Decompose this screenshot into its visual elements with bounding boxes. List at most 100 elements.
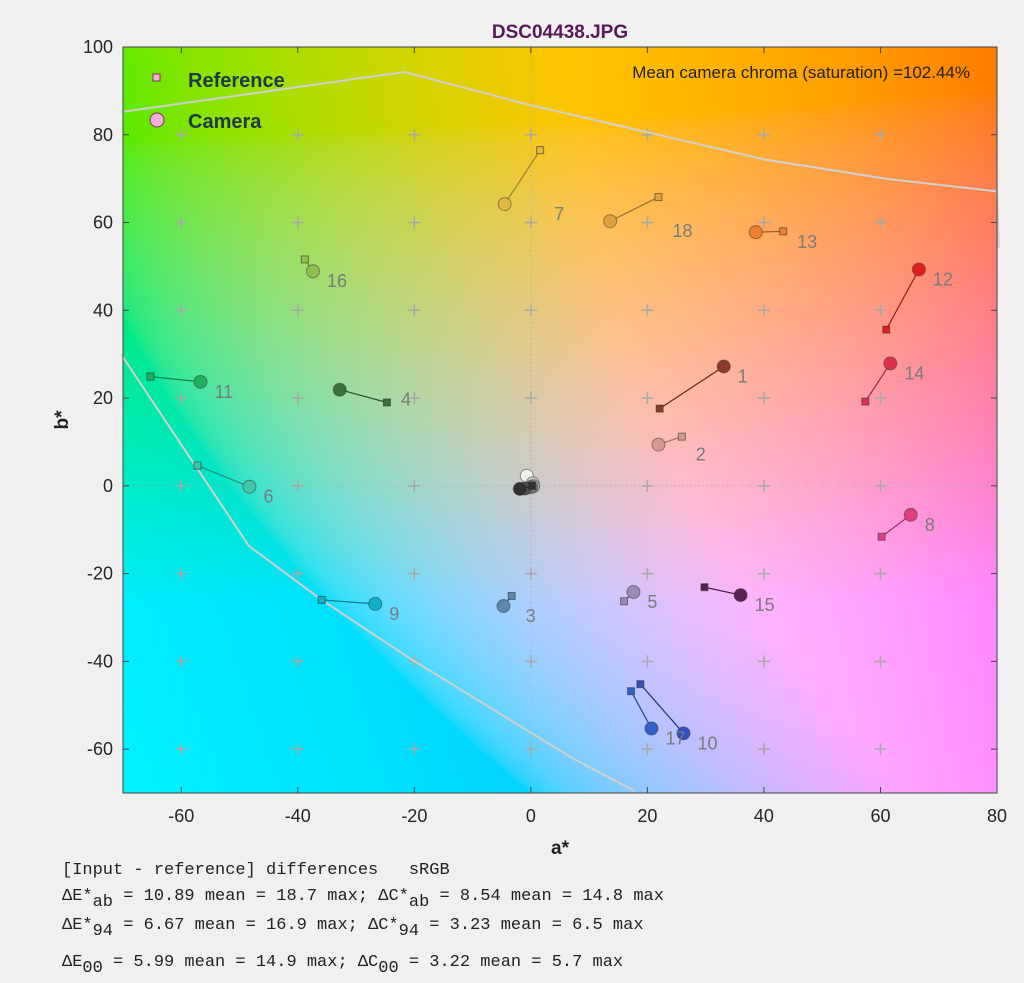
x-tick-label: -20 xyxy=(401,806,427,826)
grid-plus xyxy=(408,216,421,229)
grid-plus xyxy=(524,304,537,317)
stats-t2: = 3.22 mean = 5.7 max xyxy=(399,953,623,972)
patch-connector xyxy=(864,363,891,402)
camera-point xyxy=(716,359,731,374)
patch-4: 4 xyxy=(332,382,411,410)
patch-label: 9 xyxy=(389,604,399,624)
patch-label: 5 xyxy=(647,592,657,612)
stats-s1: 94 xyxy=(93,922,113,941)
grid-plus xyxy=(291,743,304,756)
stats-s2: ab xyxy=(409,893,429,912)
camera-point xyxy=(748,225,763,240)
patch-label: 18 xyxy=(672,221,692,241)
grid-plus xyxy=(874,655,887,668)
grid-plus xyxy=(175,392,188,405)
reference-point xyxy=(146,372,155,381)
grid-plus xyxy=(757,479,770,492)
grid-plus xyxy=(175,216,188,229)
grid-plus xyxy=(757,304,770,317)
grid-plus xyxy=(408,567,421,580)
patch-label: 13 xyxy=(797,232,817,252)
patch-13: 13 xyxy=(748,225,817,252)
grid-plus xyxy=(291,128,304,141)
stats-d2: ΔC* xyxy=(378,887,409,906)
camera-point xyxy=(332,382,347,397)
grid-plus xyxy=(641,479,654,492)
x-tick-label: 20 xyxy=(637,806,657,826)
grid-plus xyxy=(291,216,304,229)
camera-point xyxy=(651,437,666,452)
grid-plus xyxy=(641,567,654,580)
x-tick-label: -60 xyxy=(168,806,194,826)
patch-label: 16 xyxy=(327,271,347,291)
grid-plus xyxy=(291,304,304,317)
stats-t2: = 8.54 mean = 14.8 max xyxy=(429,887,664,906)
x-axis-label: a* xyxy=(551,838,570,859)
grid-plus xyxy=(874,743,887,756)
patch-8: 8 xyxy=(877,507,935,541)
grid-plus xyxy=(757,567,770,580)
y-tick-label: 80 xyxy=(93,125,113,145)
reference-point xyxy=(700,583,709,592)
x-tick-label: -40 xyxy=(285,806,311,826)
camera-point xyxy=(644,721,659,736)
reference-point xyxy=(882,325,891,334)
chroma-annotation: Mean camera chroma (saturation) =102.44% xyxy=(632,63,970,82)
patch-7: 7 xyxy=(497,146,564,224)
grid-plus xyxy=(757,128,770,141)
grid-plus xyxy=(175,479,188,492)
grid-plus xyxy=(641,216,654,229)
patch-label: 15 xyxy=(755,595,775,615)
camera-point xyxy=(496,599,511,614)
gamut-boundary xyxy=(120,70,1000,793)
stats-t1: = 6.67 mean = 16.9 max; xyxy=(113,916,368,935)
reference-point xyxy=(193,461,202,470)
patch-label: 17 xyxy=(665,728,685,748)
camera-point xyxy=(676,726,691,741)
camera-point xyxy=(305,264,320,279)
legend: Reference Camera xyxy=(149,70,285,133)
grid-plus xyxy=(757,392,770,405)
stats-s1: 00 xyxy=(82,959,102,978)
patch-10: 10 xyxy=(636,680,718,753)
patch-12: 12 xyxy=(882,262,953,334)
patch-1: 1 xyxy=(655,359,748,413)
patch-16: 16 xyxy=(300,255,347,291)
patch-connector xyxy=(197,465,250,488)
grid-plus xyxy=(874,567,887,580)
camera-point xyxy=(603,214,618,229)
camera-point xyxy=(242,479,257,494)
patch-label: 6 xyxy=(263,487,273,507)
grid-plus xyxy=(291,567,304,580)
grid-plus xyxy=(175,743,188,756)
reference-point xyxy=(677,432,686,441)
reference-point xyxy=(317,595,326,604)
y-tick-label: -20 xyxy=(87,564,113,584)
legend-camera-label: Camera xyxy=(188,111,262,133)
grid-plus xyxy=(408,304,421,317)
camera-point xyxy=(368,596,383,611)
camera-point xyxy=(497,197,512,212)
grid-plus xyxy=(524,392,537,405)
y-tick-label: 40 xyxy=(93,300,113,320)
camera-point xyxy=(903,507,918,522)
grid-plus xyxy=(641,304,654,317)
reference-point xyxy=(620,597,629,606)
patch-label: 8 xyxy=(925,515,935,535)
grid-plus xyxy=(524,743,537,756)
grid-plus xyxy=(524,216,537,229)
reference-point xyxy=(536,146,545,155)
patch-label: 2 xyxy=(696,445,706,465)
camera-point xyxy=(733,588,748,603)
legend-reference-label: Reference xyxy=(188,70,285,92)
grid-plus xyxy=(757,216,770,229)
stats-t2: = 3.23 mean = 6.5 max xyxy=(419,916,643,935)
reference-point xyxy=(507,591,516,600)
patch-label: 11 xyxy=(214,382,233,402)
patch-connector xyxy=(321,599,376,605)
grid-plus xyxy=(175,304,188,317)
y-tick-label: -60 xyxy=(87,739,113,759)
grid-plus xyxy=(175,655,188,668)
patch-9: 9 xyxy=(317,595,399,624)
